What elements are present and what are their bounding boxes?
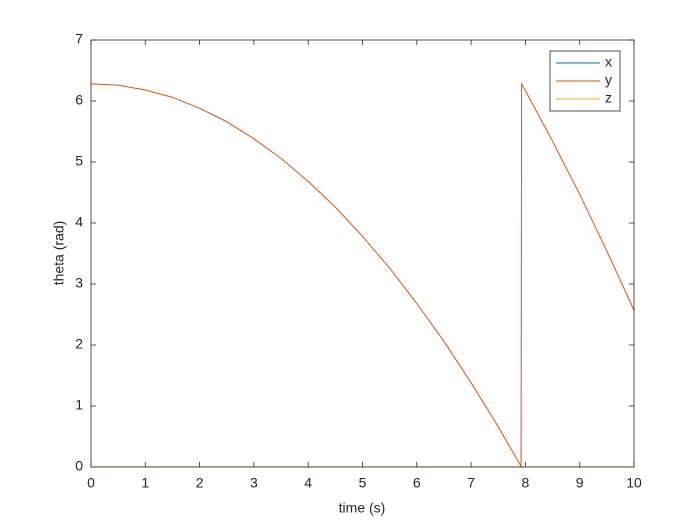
x-tick-label: 10 (626, 475, 642, 491)
y-axis-label: theta (rad) (51, 221, 67, 286)
legend-label: x (605, 54, 612, 70)
x-tick-label: 1 (141, 475, 149, 491)
x-tick-label: 3 (250, 475, 258, 491)
legend-label: y (605, 72, 612, 88)
y-tick-label: 7 (75, 31, 83, 47)
x-tick-label: 6 (413, 475, 421, 491)
axes-box (90, 39, 635, 468)
y-tick-label: 6 (75, 92, 83, 108)
x-tick-label: 2 (196, 475, 204, 491)
series-line (90, 82, 635, 469)
legend-label: z (605, 90, 612, 106)
y-tick-label: 2 (75, 336, 83, 352)
y-tick-label: 3 (75, 275, 83, 291)
plot-area (91, 40, 634, 467)
x-tick-label: 9 (576, 475, 584, 491)
x-tick-label: 0 (87, 475, 95, 491)
x-axis-label: time (s) (339, 500, 386, 516)
y-tick-label: 5 (75, 153, 83, 169)
x-tick-label: 4 (304, 475, 312, 491)
x-tick-label: 8 (522, 475, 530, 491)
y-tick-label: 0 (75, 458, 83, 474)
y-tick-label: 4 (75, 214, 83, 230)
x-tick-label: 7 (467, 475, 475, 491)
x-tick-label: 5 (359, 475, 367, 491)
y-tick-label: 1 (75, 397, 83, 413)
